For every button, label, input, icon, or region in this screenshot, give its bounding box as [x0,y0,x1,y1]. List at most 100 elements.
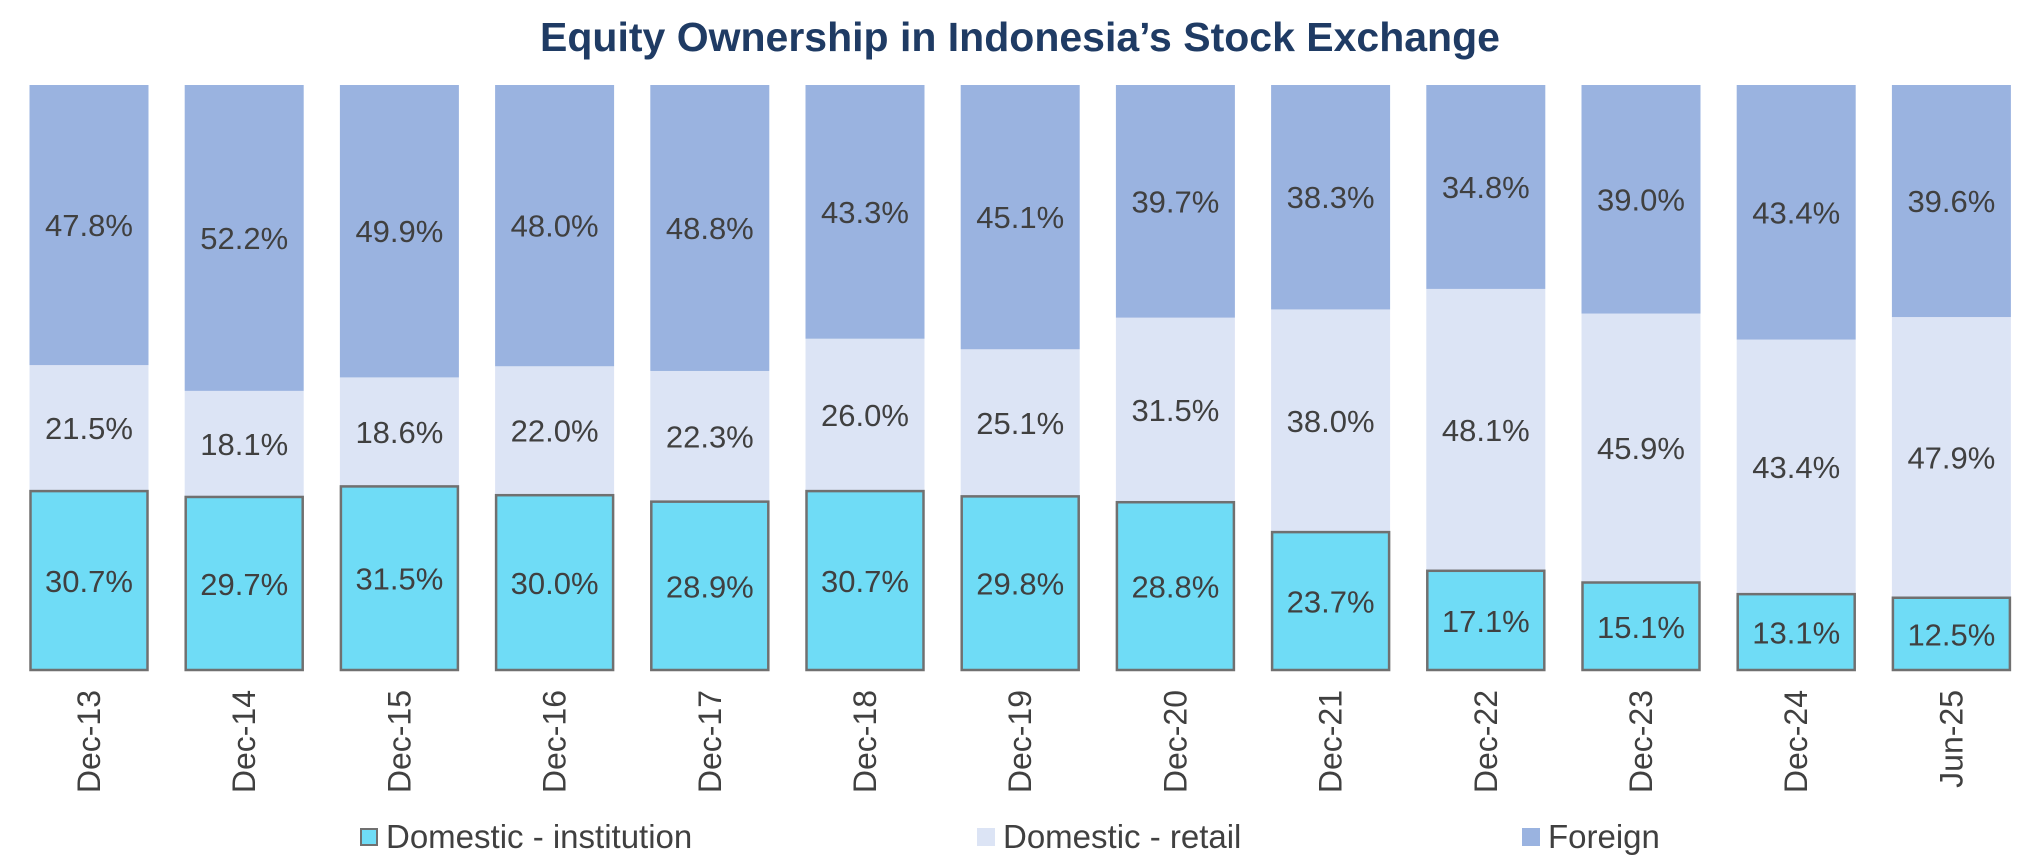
bar-segment-foreign-dec-21 [1271,85,1391,310]
bar-segment-foreign-dec-19 [960,85,1080,350]
bar-segment-domestic-retail-dec-18 [805,338,925,492]
bar-segment-domestic-institution-dec-17 [650,500,770,672]
legend-item: Foreign [1522,818,1660,856]
data-label: 39.7% [1131,184,1219,219]
chart-title: Equity Ownership in Indonesia’s Stock Ex… [540,14,1500,60]
data-label: 38.0% [1287,404,1375,439]
data-label: 43.4% [1752,195,1840,230]
bar-segment-foreign-dec-18 [805,85,925,339]
data-label: 30.7% [45,564,133,599]
legend-swatch [360,828,378,846]
data-label: 39.0% [1597,182,1685,217]
data-label: 49.9% [355,214,443,249]
bar-segment-domestic-institution-dec-19 [960,495,1080,672]
bar-segment-domestic-institution-dec-23 [1581,581,1701,672]
x-tick-label: Dec-20 [1157,690,1193,793]
legend-label: Domestic - institution [386,818,693,855]
data-label: 47.8% [45,208,133,243]
bar-segment-domestic-institution-dec-13 [29,489,149,672]
x-tick-label: Dec-13 [71,690,107,793]
data-label: 45.9% [1597,431,1685,466]
bar-segment-domestic-institution-dec-21 [1270,530,1391,672]
data-label: 17.1% [1442,604,1530,639]
bar-segment-domestic-institution-dec-20 [1115,500,1236,672]
bar-segment-domestic-retail-dec-16 [495,366,615,496]
x-tick-label: Dec-24 [1778,690,1814,793]
bar-segment-domestic-institution-dec-15 [339,485,460,672]
bar-segment-foreign-dec-13 [29,85,149,366]
bar-segment-foreign-dec-20 [1115,85,1235,318]
data-label: 31.5% [355,562,443,597]
bar-segment-domestic-retail-dec-24 [1736,339,1856,595]
data-label: 30.7% [821,564,909,599]
bar-segment-foreign-dec-15 [339,85,459,378]
legend-item: Domestic - retail [977,818,1241,856]
data-label: 45.1% [976,200,1064,235]
bar-segment-domestic-institution-dec-14 [184,495,304,672]
data-label: 48.0% [511,209,599,244]
x-tick-label: Dec-15 [381,690,417,793]
bar-segment-domestic-retail-dec-13 [29,365,149,492]
bar-segment-domestic-institution-dec-16 [494,493,615,672]
data-label: 28.9% [666,569,754,604]
bar-segment-domestic-retail-dec-21 [1271,309,1391,533]
bar-segment-foreign-dec-22 [1426,85,1546,289]
data-label: 22.0% [511,414,599,449]
data-label: 12.5% [1907,617,1995,652]
data-label: 34.8% [1442,170,1530,205]
bar-segment-domestic-retail-dec-23 [1581,313,1701,583]
legend-swatch [1522,828,1540,846]
data-label: 18.6% [355,415,443,450]
data-label: 47.9% [1907,440,1995,475]
x-tick-label: Dec-22 [1468,690,1504,793]
data-label: 25.1% [976,406,1064,441]
bar-segment-foreign-dec-16 [495,85,615,367]
x-tick-label: Jun-25 [1933,690,1969,788]
bar-segment-domestic-retail-dec-17 [650,370,770,502]
bar-segment-foreign-jun-25 [1891,85,2011,318]
data-label: 52.2% [200,221,288,256]
x-tick-label: Dec-18 [847,690,883,793]
data-label: 15.1% [1597,610,1685,645]
x-tick-label: Dec-23 [1623,690,1659,793]
bar-segment-foreign-dec-14 [184,85,304,391]
data-label: 31.5% [1131,393,1219,428]
x-tick-label: Dec-19 [1002,690,1038,793]
data-label: 13.1% [1752,616,1840,651]
data-label: 48.8% [666,211,754,246]
bar-segment-domestic-institution-dec-24 [1736,592,1856,672]
bar-segment-domestic-retail-dec-20 [1115,317,1235,503]
bar-segment-foreign-dec-24 [1736,85,1856,340]
legend: Domestic - institution Domestic - retail F… [0,818,2040,862]
bar-segment-domestic-retail-dec-14 [184,390,304,497]
x-tick-label: Dec-21 [1313,690,1349,793]
data-label: 26.0% [821,398,909,433]
data-label: 30.0% [511,566,599,601]
legend-swatch [977,828,995,846]
data-label: 22.3% [666,419,754,454]
data-label: 29.8% [976,567,1064,602]
data-label: 43.3% [821,195,909,230]
data-label: 29.7% [200,567,288,602]
bar-segment-domestic-retail-dec-15 [339,377,459,487]
x-tick-label: Dec-14 [226,690,262,793]
data-label: 18.1% [200,427,288,462]
bar-segment-domestic-institution-dec-18 [805,489,925,672]
legend-item: Domestic - institution [360,818,692,856]
data-label: 28.8% [1131,570,1219,605]
bar-segment-domestic-institution-jun-25 [1891,596,2012,672]
bar-segment-foreign-dec-23 [1581,85,1701,314]
bar-segment-domestic-retail-dec-19 [960,349,1080,497]
legend-label: Domestic - retail [1003,818,1242,855]
data-label: 23.7% [1287,585,1375,620]
data-label: 43.4% [1752,450,1840,485]
data-label: 21.5% [45,411,133,446]
bar-segment-domestic-retail-jun-25 [1891,317,2011,598]
bar-segment-domestic-institution-dec-22 [1426,569,1546,672]
legend-label: Foreign [1548,818,1660,855]
data-label: 48.1% [1442,413,1530,448]
data-label: 39.6% [1907,184,1995,219]
bar-segment-domestic-retail-dec-22 [1426,288,1546,571]
